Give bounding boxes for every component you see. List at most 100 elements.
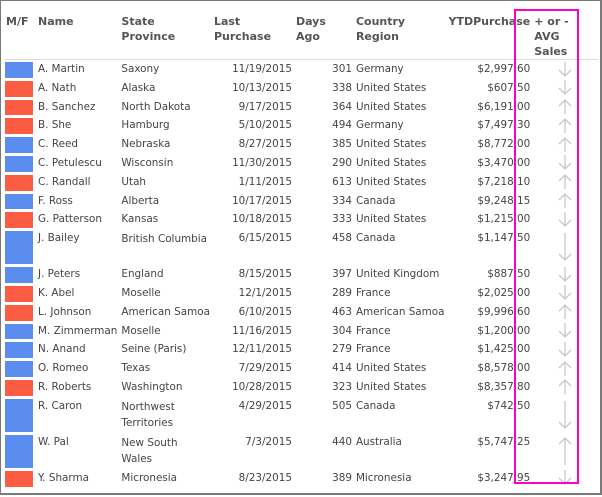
down-arrow-icon (558, 61, 572, 77)
table-row[interactable]: A. Martin Saxony 11/19/2015 301 Germany … (4, 60, 598, 79)
gender-cell (4, 173, 36, 192)
header-row: M/F Name State Province Last Purchase Da… (4, 14, 599, 60)
table-row[interactable]: G. Patterson Kansas 10/18/2015 333 Unite… (4, 210, 598, 229)
table-row[interactable]: B. She Hamburg 5/10/2015 494 Germany $7,… (4, 116, 598, 135)
country-cell: Canada (355, 232, 396, 245)
country-cell: Germany (355, 63, 404, 75)
avg-sales-cell (532, 265, 598, 284)
country-cell: United States (355, 156, 427, 169)
days-ago-cell: 334 (332, 194, 352, 207)
state-cell: North Dakota (121, 100, 191, 113)
ytd-cell: $8,357.80 (477, 380, 531, 393)
last-purchase-cell: 11/16/2015 (232, 324, 292, 337)
avg-sales-cell (532, 192, 598, 211)
gender-cell (4, 135, 36, 154)
last-purchase-cell: 1/11/2015 (238, 175, 292, 188)
name-cell: R. Caron (38, 399, 83, 412)
table-row[interactable]: F. Ross Alberta 10/17/2015 334 Canada $9… (4, 192, 598, 211)
table-row[interactable]: R. Caron Northwest Territories 4/29/2015… (4, 397, 598, 433)
state-cell: Washington (121, 380, 183, 393)
last-purchase-cell: 12/1/2015 (238, 286, 292, 299)
state-cell: Micronesia (121, 471, 178, 484)
name-cell: J. Peters (38, 268, 81, 281)
last-purchase-cell: 6/15/2015 (238, 232, 292, 245)
avg-sales-cell (532, 397, 598, 433)
country-cell: Germany (355, 119, 404, 132)
gender-cell (4, 98, 36, 117)
header-ytd[interactable]: YTDPurchase (448, 15, 531, 28)
country-cell: Australia (355, 435, 402, 448)
table-row[interactable]: W. Pal New South Wales 7/3/2015 440 Aust… (4, 433, 598, 469)
table-row[interactable]: K. Abel Moselle 12/1/2015 289 France $2,… (4, 284, 598, 303)
header-days-ago[interactable]: Days Ago (295, 15, 326, 43)
country-cell: American Samoa (355, 305, 445, 318)
avg-sales-cell (532, 116, 598, 135)
country-cell: United Kingdom (355, 268, 440, 281)
country-cell: Micronesia (355, 471, 412, 484)
table-row[interactable]: Y. Sharma Micronesia 8/23/2015 389 Micro… (4, 469, 598, 488)
country-cell: United States (355, 138, 427, 151)
header-country[interactable]: Country Region (355, 15, 406, 43)
gender-swatch (5, 470, 33, 487)
days-ago-cell: 323 (332, 380, 352, 393)
up-arrow-icon (558, 304, 572, 320)
avg-sales-cell (532, 154, 598, 173)
header-mf[interactable]: M/F (6, 15, 29, 28)
table-row[interactable]: C. Reed Nebraska 8/27/2015 385 United St… (4, 135, 598, 154)
table-row[interactable]: J. Peters England 8/15/2015 397 United K… (4, 265, 598, 284)
country-cell: United States (355, 100, 427, 113)
gender-swatch (5, 212, 33, 229)
down-arrow-icon (558, 285, 572, 301)
last-purchase-cell: 10/17/2015 (232, 194, 292, 207)
avg-sales-cell (532, 322, 598, 341)
ytd-cell: $887.50 (487, 268, 531, 281)
days-ago-cell: 364 (332, 100, 352, 113)
table-row[interactable]: A. Nath Alaska 10/13/2015 338 United Sta… (4, 79, 598, 98)
gender-cell (4, 116, 36, 135)
table-row[interactable]: N. Anand Seine (Paris) 12/11/2015 279 Fr… (4, 340, 598, 359)
last-purchase-cell: 12/11/2015 (232, 343, 292, 356)
header-name[interactable]: Name (38, 15, 74, 28)
ytd-cell: $9,996.60 (477, 305, 531, 318)
header-avg-sales[interactable]: + or - AVG Sales (534, 15, 569, 58)
table-row[interactable]: L. Johnson American Samoa 6/10/2015 463 … (4, 303, 598, 322)
state-cell: Alaska (121, 81, 156, 94)
avg-sales-cell (532, 210, 598, 229)
ytd-cell: $1,425.00 (477, 343, 531, 356)
table-row[interactable]: B. Sanchez North Dakota 9/17/2015 364 Un… (4, 98, 598, 117)
days-ago-cell: 279 (332, 343, 352, 356)
table-row[interactable]: M. Zimmerman Moselle 11/16/2015 304 Fran… (4, 322, 598, 341)
up-arrow-icon (558, 436, 572, 465)
days-ago-cell: 440 (332, 435, 352, 448)
table-row[interactable]: C. Petulescu Wisconsin 11/30/2015 290 Un… (4, 154, 598, 173)
gender-swatch (5, 267, 33, 283)
last-purchase-cell: 10/13/2015 (232, 81, 292, 94)
days-ago-cell: 414 (332, 362, 352, 375)
days-ago-cell: 389 (332, 471, 352, 484)
gender-cell (4, 192, 36, 211)
state-cell: Nebraska (121, 138, 171, 151)
state-cell: England (121, 268, 164, 281)
gender-cell (4, 322, 36, 341)
days-ago-cell: 397 (332, 268, 352, 281)
name-cell: A. Martin (38, 63, 85, 75)
down-arrow-icon (558, 400, 572, 429)
table-row[interactable]: C. Randall Utah 1/11/2015 613 United Sta… (4, 173, 598, 192)
table-row[interactable]: R. Roberts Washington 10/28/2015 323 Uni… (4, 378, 598, 397)
ytd-cell: $742.50 (487, 399, 531, 412)
name-cell: L. Johnson (38, 305, 92, 318)
name-cell: J. Bailey (38, 232, 80, 245)
country-cell: Canada (355, 194, 396, 207)
header-state[interactable]: State Province (121, 15, 176, 43)
header-last-purchase[interactable]: Last Purchase (213, 15, 272, 43)
gender-cell (4, 154, 36, 173)
table-row[interactable]: J. Bailey British Columbia 6/15/2015 458… (4, 229, 598, 265)
state-cell: Kansas (121, 213, 159, 226)
table-row[interactable]: O. Romeo Texas 7/29/2015 414 United Stat… (4, 359, 598, 378)
gender-cell (4, 60, 36, 79)
days-ago-cell: 304 (332, 324, 352, 337)
days-ago-cell: 289 (332, 286, 352, 299)
state-cell: Moselle (121, 324, 161, 337)
gender-swatch (5, 379, 33, 396)
days-ago-cell: 290 (332, 156, 352, 169)
